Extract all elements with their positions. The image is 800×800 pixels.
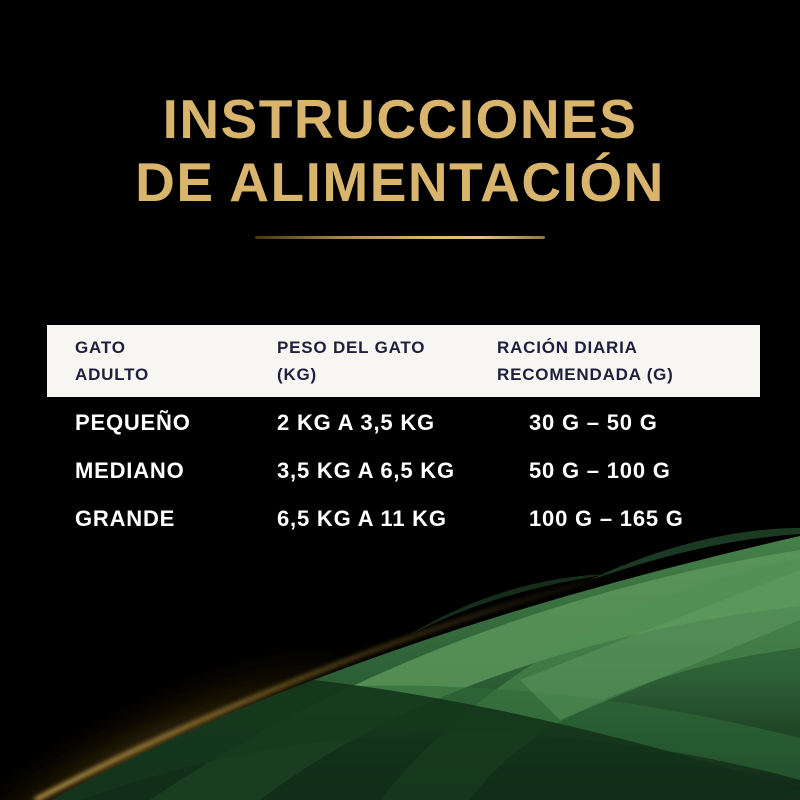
title-line-1: INSTRUCCIONES	[162, 88, 638, 150]
table-row: MEDIANO 3,5 KG A 6,5 KG 50 G – 100 G	[47, 447, 760, 495]
green-waves-graphic	[0, 528, 800, 800]
header-text: PESO DEL GATO	[277, 338, 426, 357]
feeding-table: GATO ADULTO PESO DEL GATO (KG) RACIÓN DI…	[47, 325, 760, 531]
cell-ration: 30 G – 50 G	[529, 410, 658, 435]
cell-weight: 6,5 KG A 11 KG	[277, 506, 447, 531]
header-text: ADULTO	[75, 365, 150, 384]
cell-ration: 100 G – 165 G	[529, 506, 684, 531]
cell-ration: 50 G – 100 G	[529, 458, 671, 483]
cell-weight: 3,5 KG A 6,5 KG	[277, 458, 455, 483]
page-title: INSTRUCCIONES DE ALIMENTACIÓN	[0, 88, 800, 214]
cell-weight: 2 KG A 3,5 KG	[277, 410, 435, 435]
table-body: PEQUEÑO 2 KG A 3,5 KG 30 G – 50 G MEDIAN…	[47, 399, 760, 543]
header-cell-ration: RACIÓN DIARIA RECOMENDADA (G)	[497, 334, 760, 388]
cell-size: PEQUEÑO	[75, 410, 191, 435]
header-cell-cat-adult: GATO ADULTO	[75, 334, 277, 388]
title-divider-line	[255, 236, 545, 239]
header-text: RACIÓN DIARIA	[497, 338, 638, 357]
header-text: (KG)	[277, 365, 318, 384]
table-header-band: GATO ADULTO PESO DEL GATO (KG) RACIÓN DI…	[47, 325, 760, 397]
title-line-2: DE ALIMENTACIÓN	[135, 151, 665, 213]
header-text: GATO	[75, 338, 126, 357]
table-row: GRANDE 6,5 KG A 11 KG 100 G – 165 G	[47, 495, 760, 543]
header-text: RECOMENDADA (G)	[497, 365, 674, 384]
cell-size: MEDIANO	[75, 458, 185, 483]
cell-size: GRANDE	[75, 506, 176, 531]
table-row: PEQUEÑO 2 KG A 3,5 KG 30 G – 50 G	[47, 399, 760, 447]
header-cell-weight: PESO DEL GATO (KG)	[277, 334, 497, 388]
